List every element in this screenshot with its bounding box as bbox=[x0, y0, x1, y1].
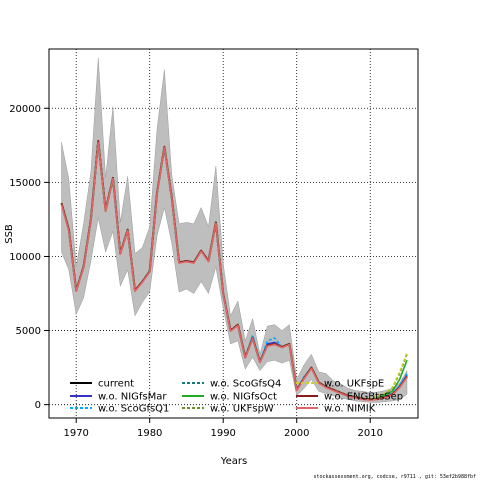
footer-note: stockassessment.org, codcse, r9711 , git… bbox=[313, 474, 476, 480]
x-axis: 1970 1980 1990 2000 2010 bbox=[63, 418, 383, 439]
x-tick-label: 2010 bbox=[357, 428, 382, 439]
y-tick-label: 5000 bbox=[16, 326, 41, 337]
x-tick-label: 2000 bbox=[284, 428, 309, 439]
y-tick-label: 0 bbox=[35, 400, 41, 411]
y-axis: 0 5000 10000 15000 20000 bbox=[9, 104, 49, 411]
x-tick-label: 1970 bbox=[63, 428, 88, 439]
legend-label: w.o. NIMIK bbox=[324, 404, 376, 415]
legend-label: w.o. UKFspW bbox=[210, 404, 274, 415]
legend-label: w.o. ScoGfsQ1 bbox=[98, 404, 169, 415]
x-tick-label: 1990 bbox=[210, 428, 235, 439]
y-tick-label: 15000 bbox=[9, 178, 41, 189]
legend-label: w.o. ScoGfsQ4 bbox=[210, 379, 281, 390]
series-lines bbox=[60, 139, 408, 402]
plot-frame bbox=[48, 48, 419, 419]
y-tick-label: 20000 bbox=[9, 104, 41, 115]
y-tick-label: 10000 bbox=[9, 252, 41, 263]
x-axis-title: Years bbox=[220, 456, 247, 467]
legend-label: current bbox=[98, 379, 134, 390]
x-tick-label: 1980 bbox=[137, 428, 162, 439]
legend-label: w.o. NIGfsOct bbox=[210, 392, 277, 403]
confidence-band bbox=[61, 57, 408, 403]
y-axis-title: SSB bbox=[4, 224, 15, 244]
legend-label: w.o. NIGfsMar bbox=[98, 392, 167, 403]
legend-label: w.o. UKFspE bbox=[324, 379, 384, 390]
series-line bbox=[60, 141, 408, 402]
legend-label: w.o. ENGBtsSep bbox=[324, 392, 403, 403]
confidence-band-area bbox=[61, 57, 408, 403]
